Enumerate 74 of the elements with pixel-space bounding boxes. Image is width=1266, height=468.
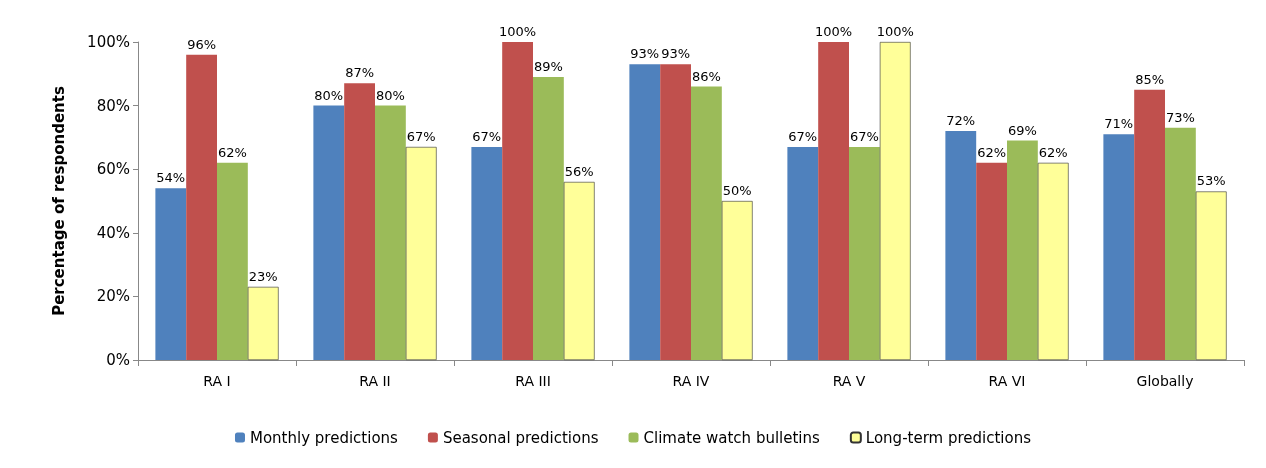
data-label: 86% [691,68,721,84]
bar [247,286,279,360]
data-label: 53% [1196,173,1226,189]
bar [563,181,595,360]
y-tick-label: 20% [96,287,130,306]
y-tick-label: 60% [96,160,130,179]
bar [344,83,375,360]
data-label: 50% [722,183,752,198]
data-label: 93% [661,46,691,62]
legend-label: Climate watch bulletins [643,428,821,447]
data-label: 73% [1165,109,1195,125]
data-label: 69% [1007,122,1037,138]
bar [471,146,503,360]
bar [849,146,880,360]
bar [155,188,187,360]
data-label: 100% [876,24,914,39]
data-label: 100% [815,24,853,39]
data-label: 80% [375,87,405,103]
bar [1195,191,1227,360]
data-label: 72% [946,113,976,129]
bar [1007,140,1038,360]
bar [1134,89,1165,360]
data-label: 67% [849,128,879,144]
bar [660,64,691,360]
bar [691,86,722,360]
x-tick-label: RA VI [988,373,1026,389]
x-tick-label: RA IV [672,373,710,389]
data-label: 85% [1135,71,1165,87]
bar [976,162,1007,360]
legend-label: Monthly predictions [249,428,399,447]
bar [1103,134,1135,360]
bar [787,146,819,360]
legend-label: Seasonal predictions [442,428,599,447]
legend-label: Long-term predictions [865,428,1032,447]
bar [405,146,437,360]
bar [879,42,911,360]
bar [1037,162,1069,360]
x-tick-label: RA III [515,373,551,389]
data-label: 80% [314,87,344,103]
data-label: 67% [788,128,818,144]
bar [945,131,977,360]
data-label: 56% [564,163,594,179]
data-label: 100% [499,24,537,39]
data-label: 62% [217,144,247,160]
data-label: 67% [406,128,436,144]
data-label: 67% [472,128,502,144]
bar [818,42,849,360]
y-tick-label: 100% [87,33,130,51]
data-label: 93% [630,46,660,62]
x-tick-label: RA I [203,373,231,389]
y-tick-label: 80% [96,96,130,115]
x-tick-label: RA II [359,373,391,389]
bar [629,64,661,360]
data-label: 87% [345,65,375,81]
bar [533,76,564,360]
data-label: 23% [248,268,278,284]
x-tick-label: Globally [1136,373,1194,389]
bar [375,105,406,360]
data-label: 71% [1104,116,1134,132]
x-tick-label: RA V [832,373,866,389]
bar [217,162,248,360]
bar [1165,127,1196,360]
data-label: 54% [156,170,186,186]
data-label: 62% [1038,144,1068,160]
y-axis-title: Percentage of respondents [49,86,68,316]
bar [721,201,753,360]
y-tick-label: 0% [106,351,130,369]
bar [502,42,533,360]
data-label: 96% [187,36,217,52]
data-label: 89% [533,58,563,74]
y-tick-label: 40% [96,223,130,242]
bar [186,54,217,360]
bar [313,105,345,360]
data-label: 62% [977,144,1007,160]
